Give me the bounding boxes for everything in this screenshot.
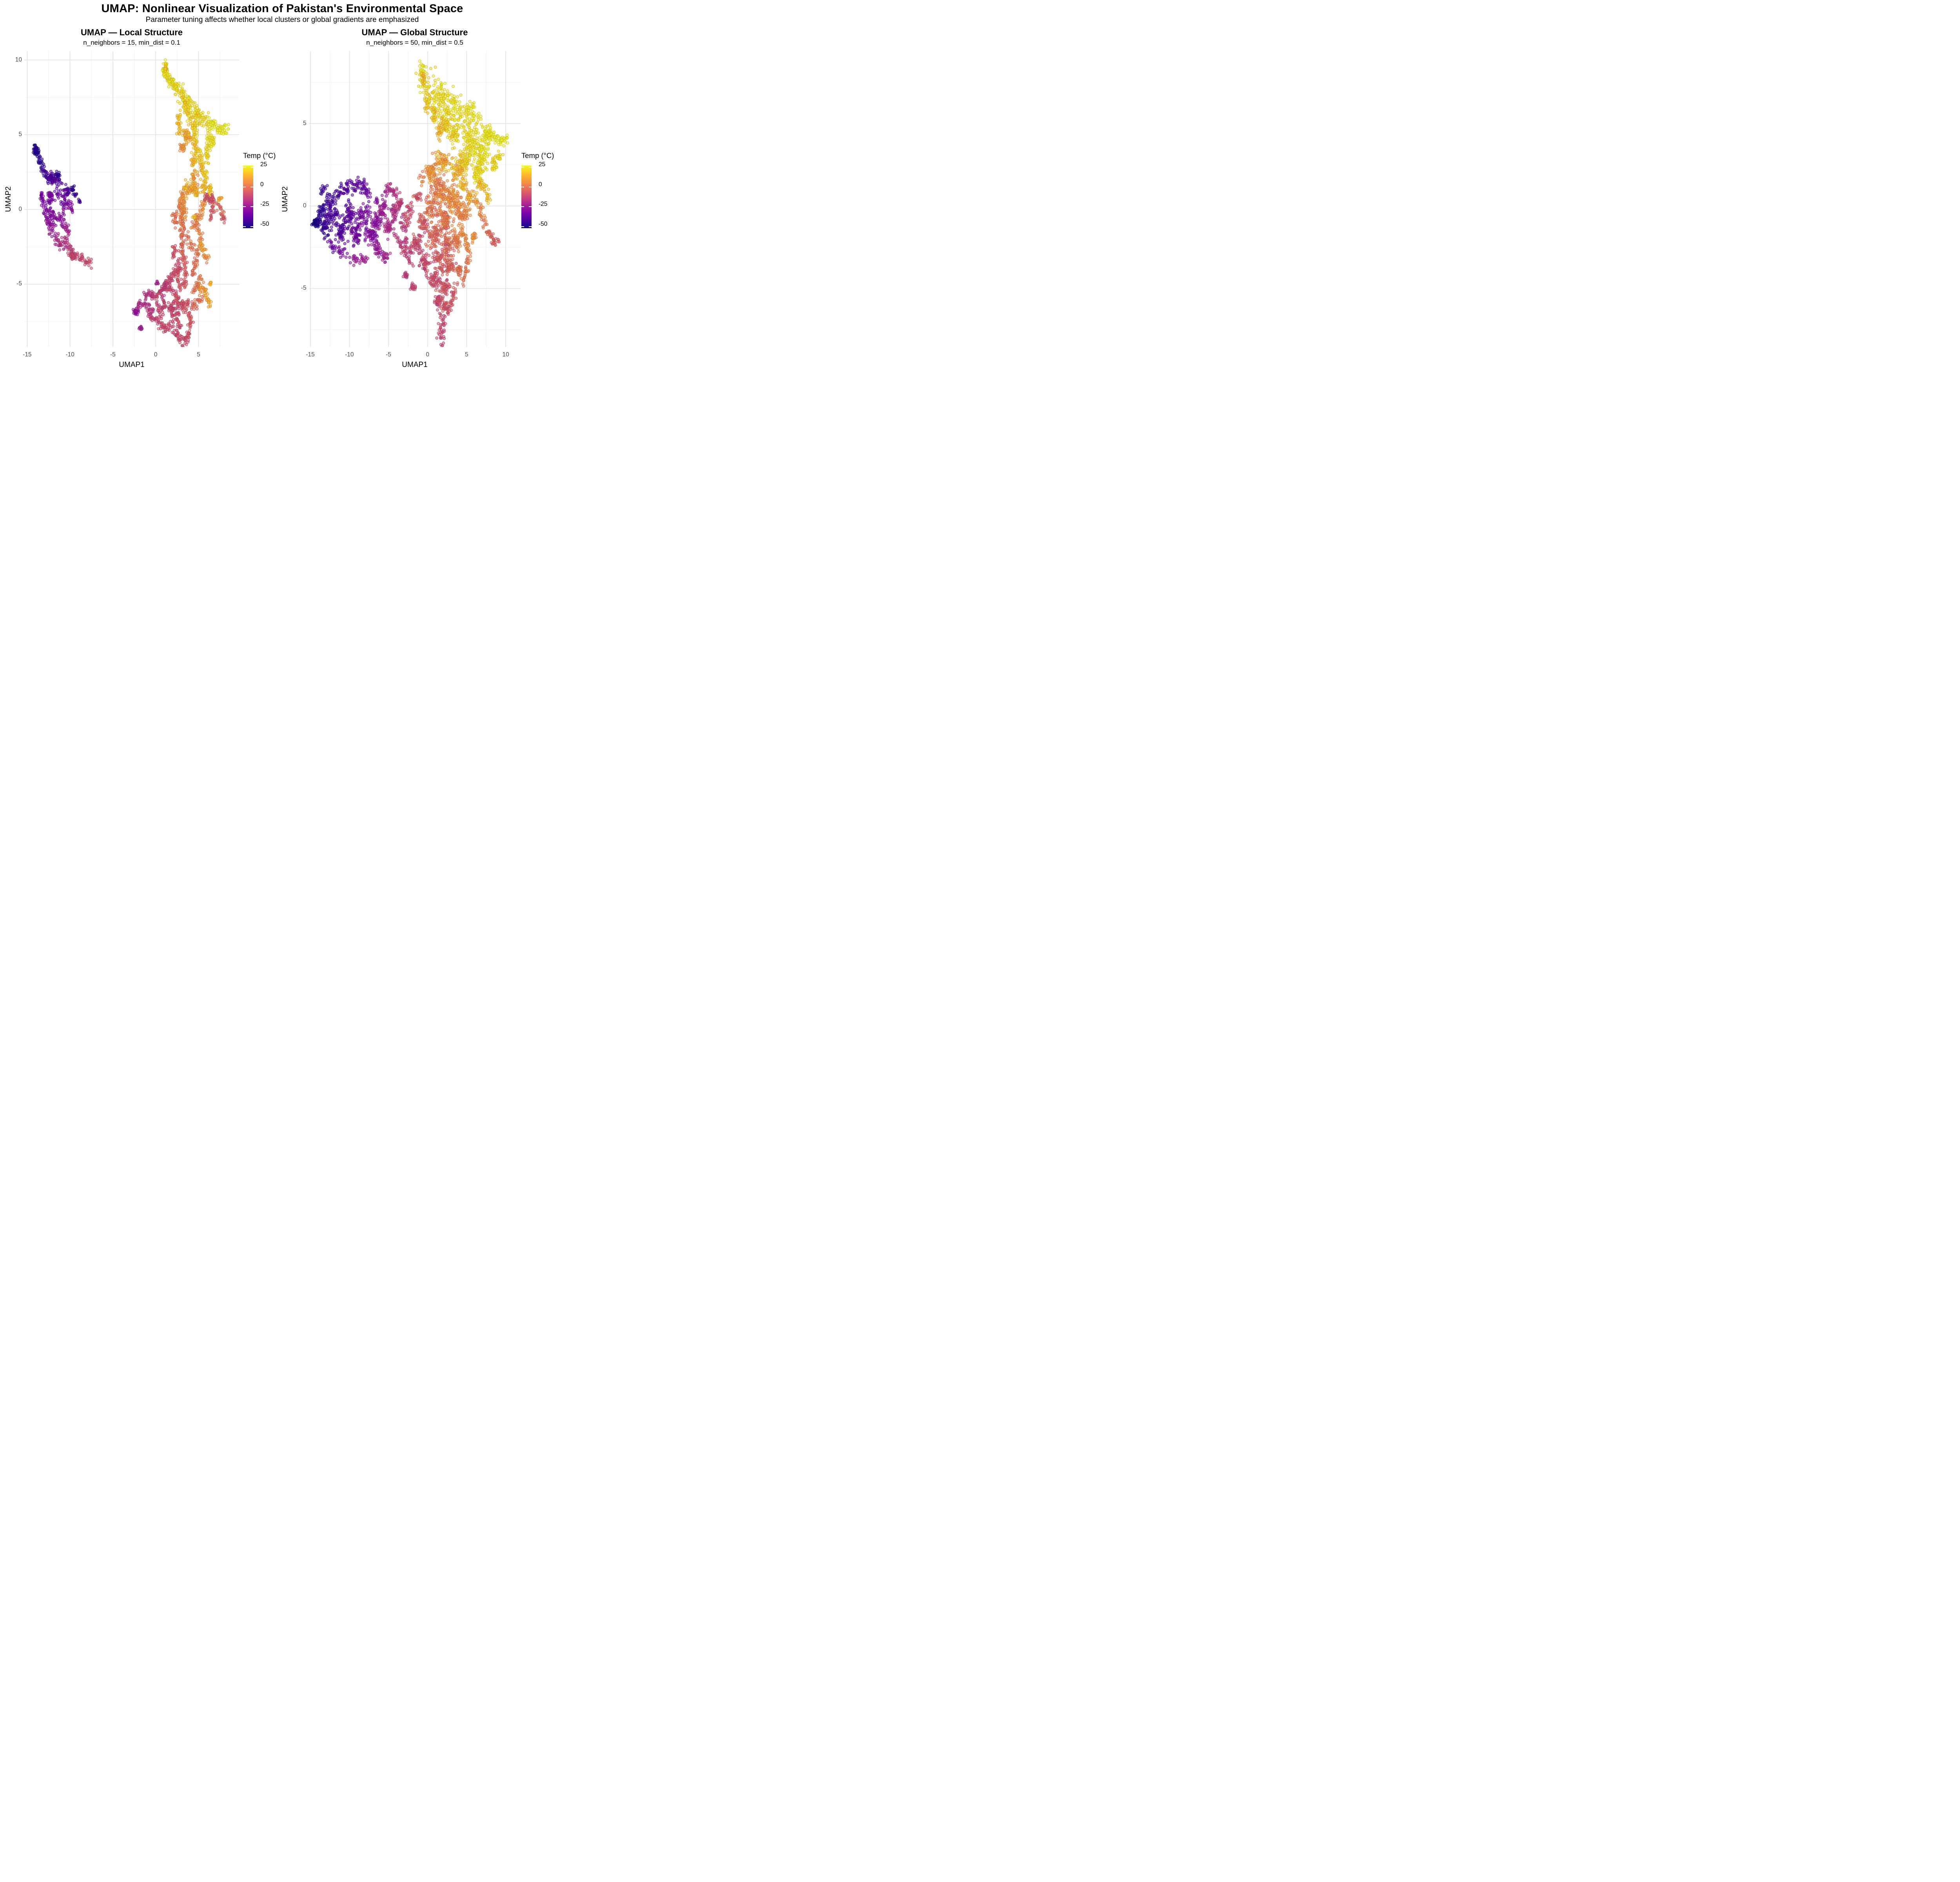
right-legend-title: Temp (°C) xyxy=(521,151,554,160)
x-tick-label: -15 xyxy=(306,351,315,358)
y-tick-label: 10 xyxy=(15,56,22,63)
legend-tick-label: -25 xyxy=(539,201,548,208)
right-y-axis-ticks: 5 0 -5 xyxy=(290,51,307,347)
x-tick-label: 10 xyxy=(502,351,509,358)
x-tick-label: 0 xyxy=(426,351,429,358)
left-legend-title: Temp (°C) xyxy=(243,151,276,160)
legend-tick-mark xyxy=(529,206,532,207)
y-tick-label: 5 xyxy=(303,120,307,127)
left-x-axis-title: UMAP1 xyxy=(119,361,145,369)
left-legend-colorbar xyxy=(243,165,253,228)
y-tick-label: 5 xyxy=(18,131,22,138)
x-tick-label: 5 xyxy=(197,351,200,358)
x-tick-label: -15 xyxy=(23,351,32,358)
right-x-axis-ticks: -15 -10 -5 0 5 10 xyxy=(306,351,521,359)
x-tick-label: -5 xyxy=(386,351,391,358)
figure: UMAP: Nonlinear Visualization of Pakista… xyxy=(0,0,564,376)
x-tick-label: -5 xyxy=(110,351,116,358)
legend-tick-mark xyxy=(243,206,246,207)
left-panel-title: UMAP — Local Structure xyxy=(81,27,183,37)
legend-tick-mark xyxy=(243,226,246,227)
right-plot-canvas xyxy=(309,51,521,347)
right-legend: Temp (°C) 25 0 -25 -50 xyxy=(521,151,564,228)
x-tick-label: 0 xyxy=(154,351,158,358)
left-legend: Temp (°C) 25 0 -25 -50 xyxy=(243,151,286,228)
legend-tick-label: 25 xyxy=(260,161,267,168)
legend-tick-mark xyxy=(521,206,524,207)
y-tick-label: -5 xyxy=(16,280,22,287)
left-y-axis-title: UMAP2 xyxy=(4,186,13,212)
right-panel-title: UMAP — Global Structure xyxy=(361,27,468,37)
legend-tick-label: -25 xyxy=(260,201,269,208)
right-x-axis-title: UMAP1 xyxy=(402,361,428,369)
left-y-axis-ticks: 10 5 0 -5 xyxy=(5,51,22,347)
left-plot-canvas xyxy=(24,51,239,347)
x-tick-label: -10 xyxy=(345,351,354,358)
figure-subtitle: Parameter tuning affects whether local c… xyxy=(145,16,419,24)
x-tick-label: -10 xyxy=(65,351,74,358)
legend-tick-mark xyxy=(250,226,253,227)
left-x-axis-ticks: -15 -10 -5 0 5 xyxy=(23,351,239,359)
legend-tick-label: 0 xyxy=(539,181,542,188)
legend-tick-label: 25 xyxy=(539,161,546,168)
legend-tick-label: -50 xyxy=(539,220,548,227)
legend-tick-mark xyxy=(529,226,532,227)
legend-tick-mark xyxy=(250,206,253,207)
legend-tick-mark xyxy=(521,226,524,227)
x-tick-label: 5 xyxy=(465,351,468,358)
legend-tick-label: 0 xyxy=(260,181,264,188)
left-panel-subtitle: n_neighbors = 15, min_dist = 0.1 xyxy=(83,39,180,46)
y-tick-label: 0 xyxy=(303,202,307,209)
right-panel-subtitle: n_neighbors = 50, min_dist = 0.5 xyxy=(366,39,463,46)
y-tick-label: -5 xyxy=(301,285,307,292)
right-legend-labels: 25 0 -25 -50 xyxy=(539,161,562,227)
legend-tick-label: -50 xyxy=(260,220,269,227)
left-legend-labels: 25 0 -25 -50 xyxy=(260,161,284,227)
right-legend-colorbar xyxy=(521,165,532,228)
figure-title: UMAP: Nonlinear Visualization of Pakista… xyxy=(101,2,463,15)
y-tick-label: 0 xyxy=(18,205,22,213)
